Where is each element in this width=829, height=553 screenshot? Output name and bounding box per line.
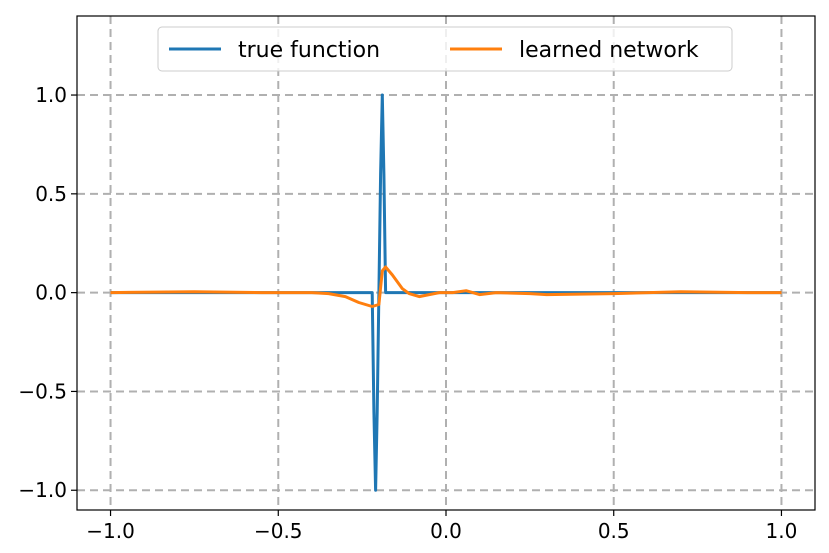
y-tick-label: −0.5 (18, 379, 67, 403)
x-tick-label: 0.0 (430, 519, 462, 543)
legend: true function learned network (157, 26, 733, 72)
x-tick-label: −0.5 (254, 519, 303, 543)
y-tick-label: 0.0 (35, 281, 67, 305)
y-axis: −1.0 −0.5 0.0 0.5 1.0 (18, 83, 77, 502)
y-tick-label: −1.0 (18, 478, 67, 502)
legend-box (157, 26, 733, 72)
x-tick-label: 0.5 (598, 519, 630, 543)
y-tick-label: 1.0 (35, 83, 67, 107)
x-tick-label: −1.0 (86, 519, 135, 543)
series-layer (110, 93, 782, 492)
series-line-learned-network (110, 265, 782, 308)
legend-label-learned-network: learned network (519, 38, 699, 63)
x-axis: −1.0 −0.5 0.0 0.5 1.0 (86, 510, 797, 543)
x-tick-label: 1.0 (766, 519, 798, 543)
y-tick-label: 0.5 (35, 182, 67, 206)
legend-label-true-function: true function (238, 38, 380, 63)
